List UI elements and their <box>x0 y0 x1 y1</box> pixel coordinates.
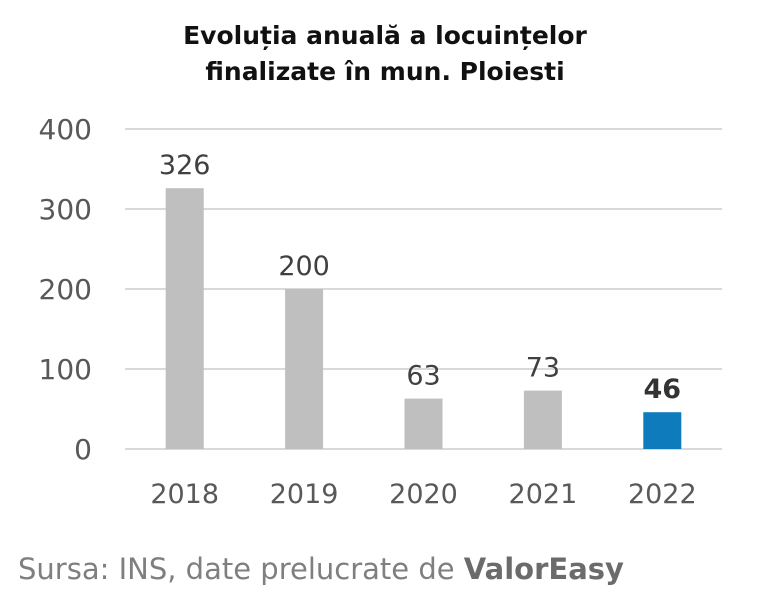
data-label: 326 <box>159 150 211 181</box>
bar-chart: 0 100 200 300 400 326 2018 200 2019 63 2020 73 2021 4… <box>39 113 722 510</box>
title-line-1: Evoluția anuală a locuințelor <box>183 21 587 50</box>
x-tick-label: 2018 <box>150 479 219 510</box>
bar <box>165 188 204 449</box>
x-tick-label: 2020 <box>389 479 458 510</box>
bar <box>285 289 324 449</box>
y-tick-label: 200 <box>39 273 92 306</box>
data-label: 73 <box>526 353 560 384</box>
y-tick-label: 100 <box>39 353 92 386</box>
x-tick-label: 2019 <box>270 479 339 510</box>
data-label: 200 <box>278 251 330 282</box>
bar <box>643 412 682 449</box>
bar <box>523 390 562 449</box>
data-label: 46 <box>644 374 682 405</box>
title-line-2: finalizate în mun. Ploiesti <box>205 57 565 86</box>
y-tick-label: 300 <box>39 193 92 226</box>
x-tick-label: 2022 <box>628 479 697 510</box>
y-tick-label: 0 <box>74 433 92 466</box>
source-prefix: Sursa: INS, date prelucrate de <box>18 552 464 586</box>
bar <box>404 398 443 449</box>
data-label: 63 <box>406 361 440 392</box>
source-note: Sursa: INS, date prelucrate de ValorEasy <box>18 552 624 586</box>
chart-title: Evoluția anuală a locuințelor finalizate… <box>0 18 758 90</box>
y-tick-label: 400 <box>39 113 92 146</box>
x-tick-label: 2021 <box>509 479 578 510</box>
source-brand: ValorEasy <box>463 552 624 586</box>
